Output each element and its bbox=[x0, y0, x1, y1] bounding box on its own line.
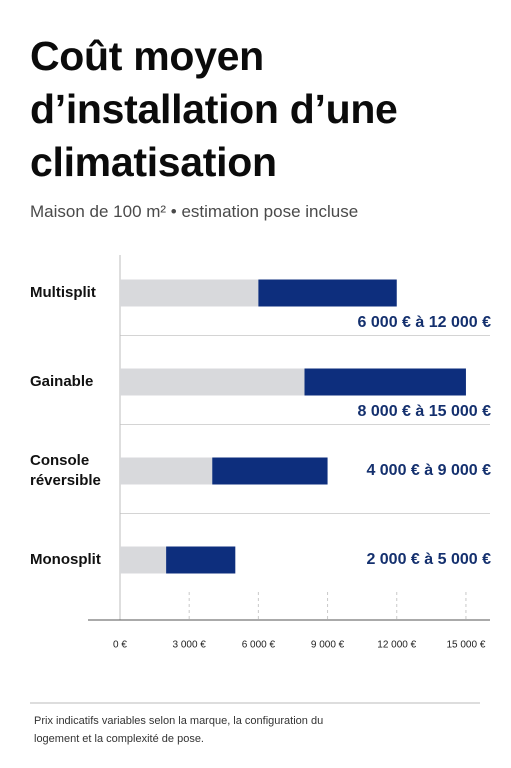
value-label: 2 000 € à 5 000 € bbox=[366, 551, 491, 568]
value-label: 4 000 € à 9 000 € bbox=[366, 462, 491, 479]
base-bar bbox=[120, 279, 259, 307]
base-bar bbox=[120, 546, 167, 574]
x-tick-label: 0 € bbox=[113, 640, 127, 651]
base-bar bbox=[120, 457, 213, 485]
category-label: Multisplit bbox=[30, 284, 96, 301]
footnote: Prix indicatifs variables selon la marqu… bbox=[34, 715, 324, 745]
x-tick-label: 9 000 € bbox=[311, 640, 345, 651]
value-label: 8 000 € à 15 000 € bbox=[358, 403, 492, 420]
category-label: Gainable bbox=[30, 373, 94, 390]
category-label: Console réversible bbox=[30, 452, 101, 489]
range-bar bbox=[212, 457, 328, 485]
x-tick-label: 12 000 € bbox=[377, 640, 416, 651]
category-label: Monosplit bbox=[30, 551, 101, 568]
base-bar bbox=[120, 368, 305, 396]
x-tick-label: 3 000 € bbox=[173, 640, 207, 651]
chart-subtitle: Maison de 100 m² • estimation pose inclu… bbox=[30, 202, 359, 221]
value-label: 6 000 € à 12 000 € bbox=[358, 314, 492, 331]
range-bar bbox=[304, 368, 466, 396]
chart-title: Coût moyen d’installation d’une climatis… bbox=[30, 33, 398, 185]
range-bar bbox=[166, 546, 236, 574]
x-tick-label: 15 000 € bbox=[446, 640, 485, 651]
range-bar bbox=[258, 279, 397, 307]
x-tick-label: 6 000 € bbox=[242, 640, 276, 651]
